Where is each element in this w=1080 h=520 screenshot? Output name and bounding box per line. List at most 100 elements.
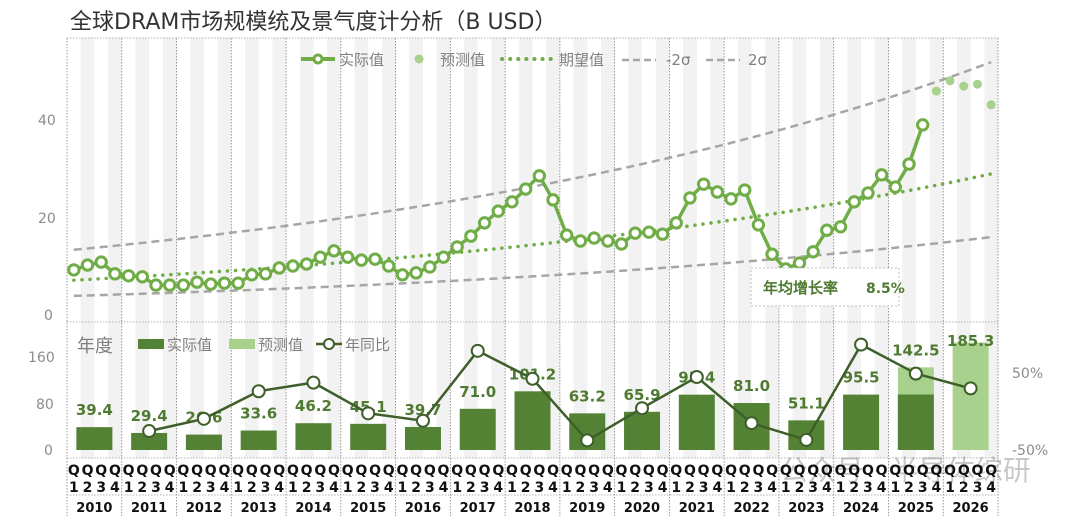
actual-point [861,186,875,200]
quarter-letter-label: Q [698,463,710,479]
quarter-stripe [244,38,259,458]
quarter-letter-label: Q [520,463,532,479]
yoy-point [415,413,430,428]
y-tick-40: 40 [38,113,56,129]
bar-value-label: 29.4 [131,407,168,425]
actual-bar [624,411,661,450]
legend-expected: 期望值 [559,51,604,69]
quarter-letter-label: Q [972,463,984,479]
quarter-letter-label: Q [917,463,929,479]
quarter-number-label: 1 [836,480,846,496]
quarter-number-label: 2 [521,480,531,496]
quarter-letter-label: Q [191,463,203,479]
year-label: 2012 [186,501,222,516]
quarter-letter-label: Q [369,463,381,479]
watermark: 公众号 · 半导体综研 [780,454,1031,487]
bar-value-label: 142.5 [892,341,939,359]
quarter-number-label: 1 [233,480,243,496]
quarter-letter-label: Q [588,463,600,479]
quarter-stripe [546,38,560,458]
legend-yoy-marker-icon [323,338,335,350]
year-label: 2018 [514,501,550,516]
actual-point [368,252,382,266]
actual-point [546,193,560,207]
quarter-letter-label: Q [438,463,450,479]
actual-bar [514,391,551,450]
actual-bar [350,423,387,450]
actual-point [231,276,245,290]
actual-point [149,278,163,292]
year-label: 2020 [624,501,660,516]
quarter-number-label: 2 [576,480,586,496]
yoy-point [580,433,595,448]
quarter-stripe [162,38,177,458]
actual-point [299,257,314,271]
quarter-letter-label: Q [930,463,942,479]
actual-point [518,182,533,196]
minus2sigma-line [73,235,992,298]
quarter-stripe [902,38,916,458]
legend-plus2sigma: 2σ [748,51,768,69]
quarter-number-label: 4 [329,480,339,496]
quarter-stripe [299,38,314,458]
quarter-number-label: 1 [617,480,627,496]
actual-point [491,204,505,218]
quarter-letter-label: Q [739,463,751,479]
actual-bar [76,427,113,450]
actual-point [642,225,656,239]
quarter-number-label: 4 [712,480,722,496]
quarter-stripe [929,38,944,458]
forecast-point [931,86,941,96]
quarter-number-label: 1 [124,480,134,496]
actual-bar [240,430,277,450]
bar-value-label: 81.0 [733,377,770,395]
quarter-letter-label: Q [68,463,80,479]
quarter-letter-label: Q [629,463,641,479]
year-label: 2013 [241,501,277,516]
y-tick-0: 0 [44,308,53,324]
actual-point [135,270,150,284]
quarter-letter-label: Q [95,463,107,479]
quarter-number-label: 3 [918,480,928,496]
quarter-letter-label: Q [410,463,422,479]
year-label: 2026 [953,501,989,516]
bar-y-tick-160: 160 [28,350,55,366]
quarter-stripe [710,38,725,458]
quarter-number-label: 3 [425,480,435,496]
actual-point [669,216,683,230]
quarter-number-label: 4 [274,480,284,496]
actual-point [67,263,81,277]
quarter-letter-label: Q [123,463,135,479]
quarter-number-label: 3 [261,480,271,496]
actual-point [915,118,930,132]
quarter-letter-label: Q [903,463,915,479]
quarter-letter-label: Q [752,463,764,479]
quarter-letter-label: Q [848,463,860,479]
quarter-number-label: 4 [439,480,449,496]
legend-bar-forecast-icon [229,339,255,349]
quarter-number-label: 2 [247,480,257,496]
actual-point [765,247,779,261]
actual-bar [404,426,441,450]
quarter-stripe [655,38,670,458]
actual-point [313,250,327,264]
legend-yoy: 年同比 [345,336,390,354]
actual-point [94,255,108,269]
quarter-number-label: 3 [754,480,764,496]
actual-bar [295,423,332,450]
year-label: 2019 [569,501,605,516]
quarter-letter-label: Q [807,463,819,479]
quarter-letter-label: Q [574,463,586,479]
year-label: 2017 [460,501,496,516]
actual-point [696,177,711,191]
quarter-letter-label: Q [766,463,778,479]
bottom-legend: 年度 实际值 预测值 年同比 [77,336,390,357]
yoy-point [306,375,321,390]
actual-point [409,266,423,280]
quarter-number-label: 1 [179,480,189,496]
quarter-number-label: 2 [137,480,147,496]
actual-bar [131,432,168,450]
yoy-point [799,432,814,447]
quarter-stripe [190,38,204,458]
actual-point [245,268,259,282]
